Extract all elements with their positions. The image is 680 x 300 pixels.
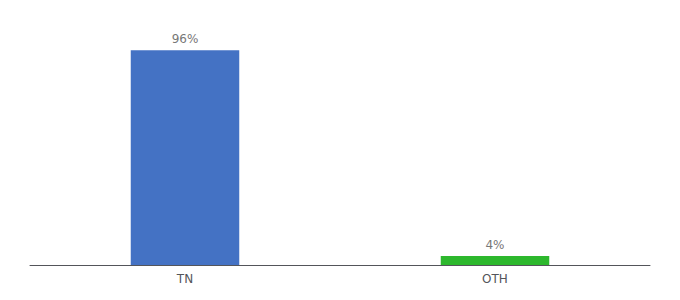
svg-text:96%: 96% [172, 32, 199, 46]
svg-text:TN: TN [176, 272, 193, 286]
svg-text:4%: 4% [485, 238, 504, 252]
svg-text:OTH: OTH [482, 272, 508, 286]
